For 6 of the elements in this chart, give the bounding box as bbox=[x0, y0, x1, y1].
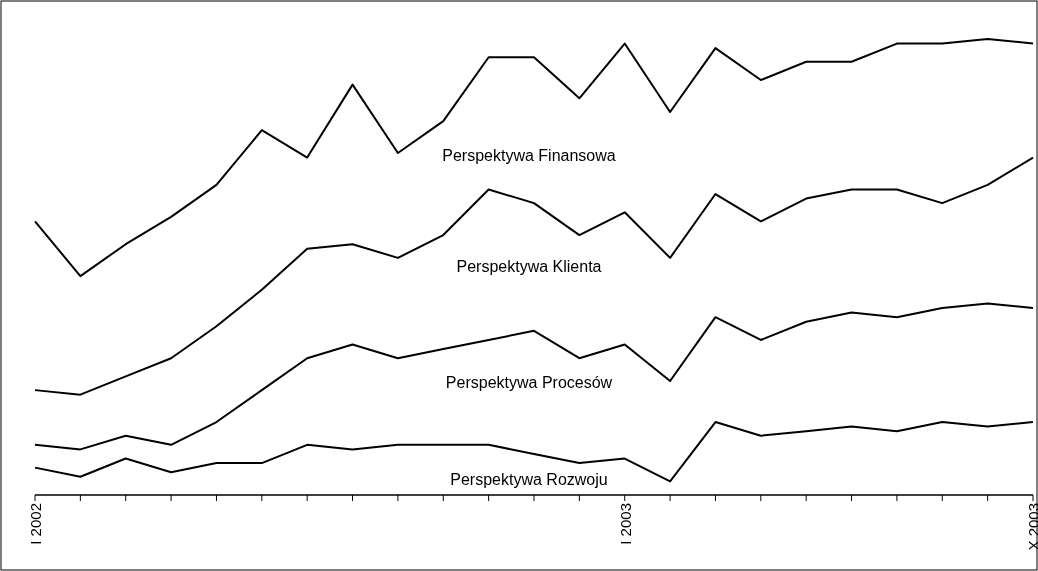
series-label: Perspektywa Rozwoju bbox=[450, 471, 608, 488]
series-label: Perspektywa Finansowa bbox=[442, 147, 616, 165]
x-tick-label: I 2002 bbox=[27, 503, 44, 545]
series-label: Perspektywa Procesów bbox=[445, 373, 613, 391]
series-label: Perspektywa Klienta bbox=[456, 258, 602, 276]
x-tick-label: I 2003 bbox=[616, 503, 634, 545]
